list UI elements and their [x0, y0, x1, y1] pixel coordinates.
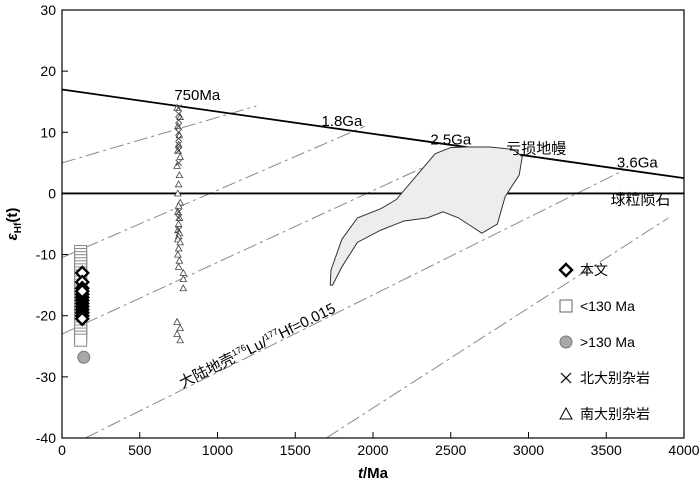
y-tick-label: -40: [36, 430, 56, 446]
annotation: 3.6Ga: [617, 155, 659, 172]
data-point: [173, 330, 181, 338]
data-point: [176, 152, 185, 160]
y-axis-title-sub: Hf: [13, 222, 24, 233]
data-point: [175, 147, 182, 154]
legend-item: 北大别杂岩: [560, 370, 650, 386]
reference-line: [62, 88, 684, 180]
x-tick-label: 3500: [591, 442, 622, 458]
crustal-evolution-line: [326, 217, 669, 438]
legend-item: <130 Ma: [559, 298, 635, 314]
x-tick-label: 1500: [280, 442, 311, 458]
y-tick-label: -20: [36, 308, 56, 324]
crustal-evolution-line: [62, 125, 366, 259]
data-region: [329, 146, 523, 286]
data-point: [175, 256, 184, 264]
data-point: [175, 159, 182, 167]
data-point: [179, 275, 188, 282]
x-tick-label: 4000: [668, 442, 699, 458]
legend-label: 南大别杂岩: [580, 406, 650, 422]
x-tick-label: 500: [128, 442, 152, 458]
crustal-evolution-line: [85, 169, 626, 438]
reference-lines-layer: [62, 88, 684, 438]
data-point: [173, 317, 181, 325]
annotation: 亏损地幔: [506, 141, 566, 158]
data-point: [176, 238, 185, 246]
series-group: [77, 350, 91, 364]
ratio-el-2: Hf=0.015: [276, 300, 338, 343]
data-points-layer: [74, 103, 188, 364]
data-point: [179, 268, 188, 276]
x-tick-label: 3000: [513, 442, 544, 458]
crustal-line-label: 大陆地壳176Lu/177Hf=0.015: [176, 299, 338, 392]
legend-item: >130 Ma: [559, 334, 635, 350]
data-point: [77, 350, 91, 364]
x-axis-title-unit: /Ma: [363, 465, 389, 482]
y-tick-label: -10: [36, 247, 56, 263]
legend-item: 南大别杂岩: [559, 406, 650, 422]
data-point: [175, 208, 182, 216]
legend-marker: [559, 299, 573, 313]
region-layer: [329, 146, 523, 286]
crustal-line-label-text: 大陆地壳: [177, 350, 238, 392]
legend-label: >130 Ma: [580, 334, 635, 350]
annotation: 2.5Ga: [430, 132, 472, 149]
x-tick-label: 2500: [435, 442, 466, 458]
y-tick-label: -30: [36, 369, 56, 385]
data-point: [175, 122, 182, 130]
data-point: [175, 128, 182, 136]
y-axis-title-t: (t): [4, 208, 21, 223]
annotation: 750Ma: [174, 87, 221, 104]
legend-label: <130 Ma: [580, 298, 635, 314]
x-tick-label: 0: [58, 442, 66, 458]
data-point: [175, 214, 182, 222]
data-point: [175, 141, 182, 148]
crustal-evolution-line: [62, 147, 467, 335]
crustal-evolution-line: [62, 105, 257, 164]
legend-label: 本文: [580, 262, 608, 278]
annotation: 球粒陨石: [610, 191, 670, 208]
series-group: [173, 103, 188, 344]
data-point: [175, 116, 182, 124]
legend-marker: [559, 406, 573, 420]
data-point: [173, 189, 182, 197]
annotation: 1.8Ga: [321, 113, 363, 130]
data-point: [176, 336, 185, 344]
data-point: [176, 323, 185, 331]
data-point: [175, 135, 182, 142]
data-point: [74, 311, 90, 327]
data-point: [174, 201, 183, 209]
legend-marker: [558, 262, 574, 278]
data-point: [179, 284, 188, 292]
data-point: [74, 283, 90, 299]
data-point: [175, 171, 184, 179]
x-tick-label: 1000: [202, 442, 233, 458]
data-point: [174, 180, 183, 188]
y-tick-label: 10: [40, 124, 56, 140]
data-point: [175, 226, 182, 234]
y-tick-label: 30: [40, 2, 56, 18]
data-point: [174, 244, 183, 252]
data-point: [173, 250, 182, 258]
y-tick-label: 0: [48, 185, 56, 201]
legend-item: 本文: [558, 262, 608, 278]
y-axis-title: εHf(t): [4, 208, 24, 241]
data-point: [175, 110, 182, 118]
legend-label: 北大别杂岩: [580, 370, 650, 386]
tick-layer: 0 500 1000 1500 2000 2500 3000 3500 4000 -40 -30 -2…: [4, 2, 700, 482]
series-group: [175, 104, 182, 234]
data-point: [175, 104, 182, 112]
x-axis-title-var: t: [358, 465, 364, 482]
legend-marker: [560, 372, 572, 384]
data-point: [174, 262, 183, 270]
legend-marker: [559, 335, 573, 349]
y-tick-label: 20: [40, 63, 56, 79]
x-tick-label: 2000: [357, 442, 388, 458]
x-axis-title: t/Ma: [358, 465, 389, 482]
data-point: [174, 219, 183, 227]
series-group: [74, 265, 90, 327]
data-point: [74, 333, 88, 347]
y-axis-title-eps: ε: [4, 232, 21, 240]
